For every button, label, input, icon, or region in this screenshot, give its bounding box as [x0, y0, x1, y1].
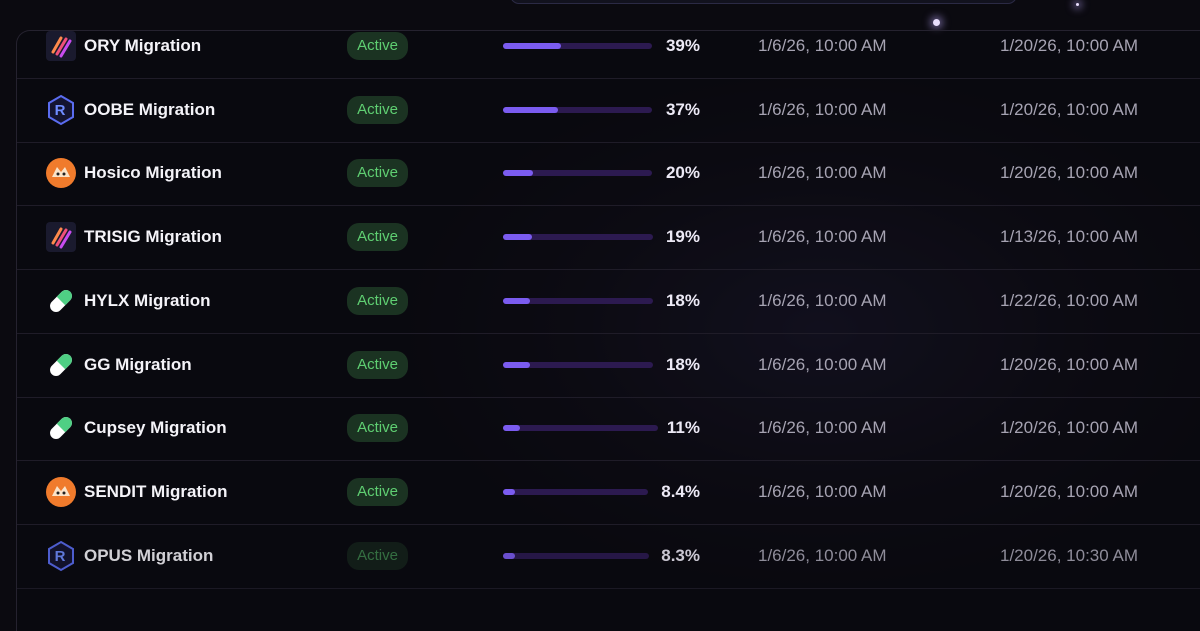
- progress-label: 18%: [665, 354, 700, 374]
- progress-track: [503, 234, 653, 241]
- status-badge: Active: [347, 541, 408, 570]
- token-icon: [45, 221, 77, 253]
- progress-fill: [503, 425, 521, 432]
- end-date: 1/20/26, 10:00 AM: [1000, 481, 1138, 501]
- migration-name: Hosico Migration: [84, 163, 222, 183]
- table-row[interactable]: R OPUS Migration Active 8.3% 1/6/26, 10:00 A…: [17, 524, 1200, 589]
- top-bar: [510, 0, 1017, 4]
- progress-fill: [503, 361, 530, 368]
- progress-track: [503, 170, 652, 177]
- start-date: 1/6/26, 10:00 AM: [758, 545, 887, 565]
- token-icon-graphic: [46, 31, 76, 61]
- table-row[interactable]: R OOBE Migration Active 37% 1/6/26, 10:00 AM…: [17, 78, 1200, 143]
- token-icon: [45, 476, 77, 508]
- glow-dot: [933, 19, 940, 26]
- progress-label: 37%: [665, 99, 700, 119]
- token-icon-graphic: [50, 417, 72, 440]
- progress-label: 11%: [666, 418, 700, 438]
- token-icon-graphic: [46, 222, 76, 253]
- end-date: 1/20/26, 10:00 AM: [1000, 354, 1138, 374]
- token-icon: [45, 349, 77, 381]
- migration-name: OPUS Migration: [84, 545, 214, 565]
- token-icon: R: [45, 540, 77, 572]
- progress-label: 39%: [665, 36, 700, 55]
- start-date: 1/6/26, 10:00 AM: [758, 354, 887, 374]
- progress-label: 18%: [665, 290, 700, 310]
- progress-track: [503, 488, 648, 495]
- token-icon-graphic: R: [48, 94, 74, 125]
- progress-fill: [503, 297, 530, 304]
- progress-label: 8.4%: [661, 481, 700, 501]
- table-row[interactable]: HYLX Migration Active 18% 1/6/26, 10:00 AM 1…: [17, 269, 1200, 334]
- progress-fill: [503, 43, 562, 49]
- svg-text:R: R: [55, 102, 66, 119]
- start-date: 1/6/26, 10:00 AM: [758, 227, 887, 247]
- table-panel: [16, 30, 1200, 631]
- end-date: 1/20/26, 10:00 AM: [1000, 418, 1138, 438]
- migration-name: ORY Migration: [84, 36, 202, 55]
- token-icon-graphic: [46, 158, 76, 189]
- token-icon-graphic: R: [48, 540, 74, 571]
- progress-track: [503, 361, 653, 368]
- start-date: 1/6/26, 10:00 AM: [758, 481, 887, 501]
- status-badge: Active: [347, 477, 408, 506]
- table-row[interactable]: GG Migration Active 18% 1/6/26, 10:00 AM 1/2…: [17, 333, 1200, 398]
- status-badge: Active: [347, 32, 408, 60]
- status-badge: Active: [347, 286, 408, 315]
- progress-track: [503, 106, 652, 113]
- progress-fill: [503, 106, 559, 113]
- migration-name: HYLX Migration: [84, 290, 211, 310]
- migration-name: GG Migration: [84, 354, 192, 374]
- progress-track: [503, 43, 652, 49]
- end-date: 1/22/26, 10:00 AM: [1000, 290, 1138, 310]
- token-icon: [45, 157, 77, 189]
- table-row[interactable]: ORY Migration Active 39% 1/6/26, 10:00 AM 1/…: [17, 14, 1200, 79]
- token-icon-graphic: [50, 289, 72, 312]
- migration-name: Cupsey Migration: [84, 418, 227, 438]
- status-badge: Active: [347, 223, 408, 252]
- start-date: 1/6/26, 10:00 AM: [758, 418, 887, 438]
- start-date: 1/6/26, 10:00 AM: [758, 163, 887, 183]
- status-badge: Active: [347, 159, 408, 188]
- progress-track: [503, 425, 658, 432]
- end-date: 1/20/26, 10:30 AM: [1000, 545, 1138, 565]
- progress-track: [503, 297, 653, 304]
- token-icon: [45, 285, 77, 317]
- progress-label: 20%: [665, 163, 700, 183]
- status-badge: Active: [347, 414, 408, 443]
- migration-name: TRISIG Migration: [84, 227, 222, 247]
- progress-label: 19%: [665, 227, 700, 247]
- end-date: 1/20/26, 10:00 AM: [1000, 99, 1138, 119]
- migration-name: OOBE Migration: [84, 99, 216, 119]
- start-date: 1/6/26, 10:00 AM: [758, 36, 887, 55]
- progress-fill: [503, 234, 532, 241]
- glow-dot: [1076, 3, 1079, 6]
- token-icon-graphic: [46, 476, 76, 507]
- status-badge: Active: [347, 350, 408, 379]
- token-icon: [45, 412, 77, 444]
- end-date: 1/20/26, 10:00 AM: [1000, 36, 1138, 55]
- start-date: 1/6/26, 10:00 AM: [758, 290, 887, 310]
- token-icon: [45, 30, 77, 62]
- table-row[interactable]: SENDIT Migration Active 8.4% 1/6/26, 10:00 …: [17, 460, 1200, 525]
- progress-track: [503, 552, 649, 559]
- token-icon-graphic: [50, 353, 72, 376]
- token-icon: R: [45, 94, 77, 126]
- migration-name: SENDIT Migration: [84, 481, 228, 501]
- progress-fill: [503, 552, 516, 559]
- table-row[interactable]: Cupsey Migration Active 11% 1/6/26, 10:00 A…: [17, 396, 1200, 462]
- table-row[interactable]: Hosico Migration Active 20% 1/6/26, 10:00 A…: [17, 141, 1200, 207]
- end-date: 1/13/26, 10:00 AM: [1000, 227, 1138, 247]
- svg-text:R: R: [55, 548, 66, 565]
- table-row[interactable]: TRISIG Migration Active 19% 1/6/26, 10:00 A…: [17, 205, 1200, 271]
- start-date: 1/6/26, 10:00 AM: [758, 99, 887, 119]
- progress-label: 8.3%: [661, 545, 700, 565]
- status-badge: Active: [347, 95, 408, 124]
- end-date: 1/20/26, 10:00 AM: [1000, 163, 1138, 183]
- progress-fill: [503, 170, 533, 177]
- progress-fill: [503, 488, 516, 495]
